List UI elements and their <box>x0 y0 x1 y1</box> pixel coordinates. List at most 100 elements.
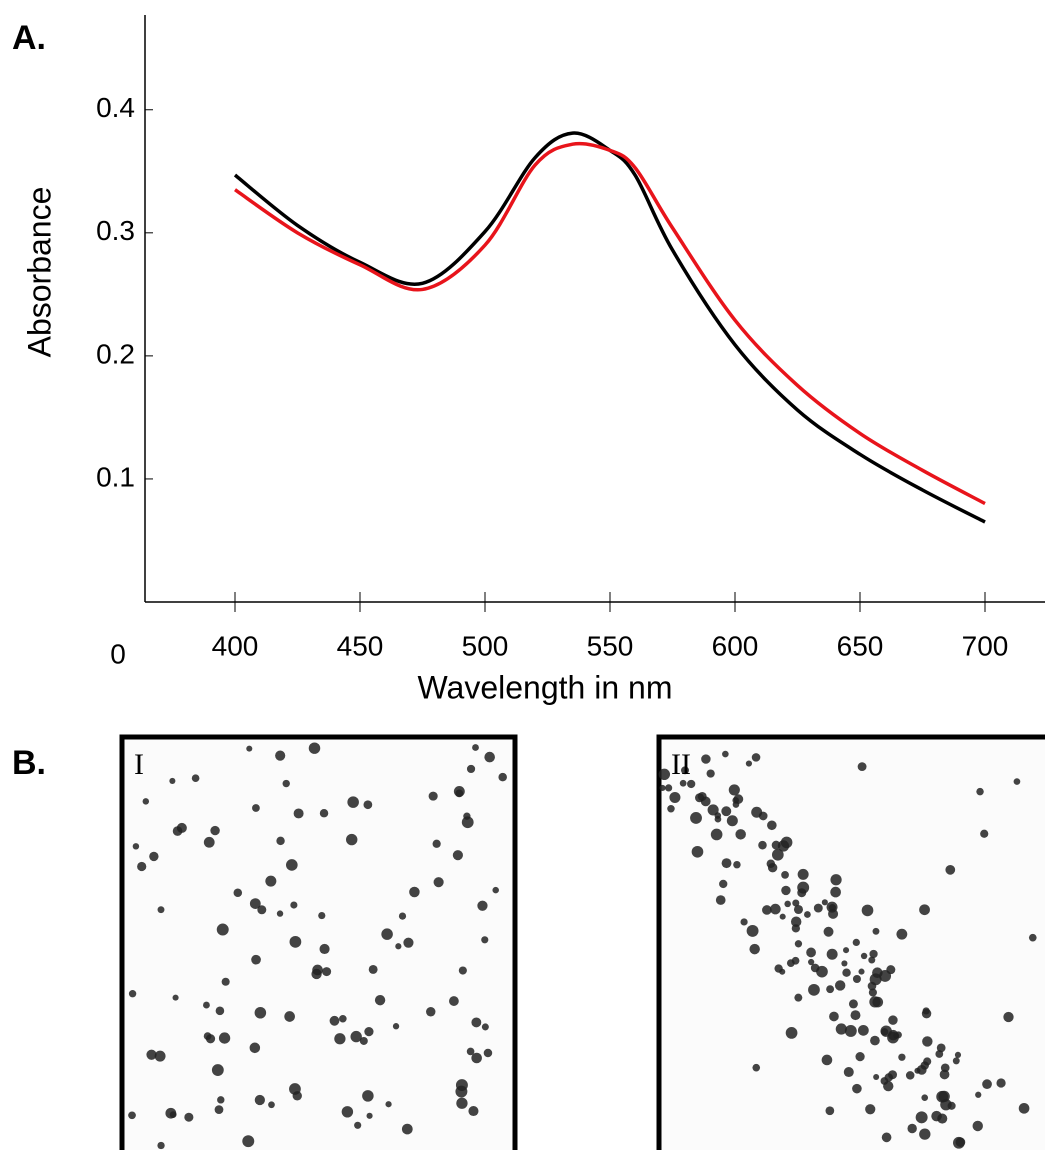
particle <box>945 864 956 875</box>
particle <box>215 1006 225 1016</box>
particle <box>780 836 793 849</box>
micrograph-label: II <box>671 748 691 781</box>
particle <box>922 1036 933 1047</box>
particle <box>808 958 815 966</box>
particle <box>914 1067 921 1074</box>
particle <box>791 956 800 965</box>
particle <box>471 1017 482 1028</box>
particle <box>855 1051 865 1062</box>
particle <box>659 784 666 791</box>
particle <box>251 954 261 965</box>
particle <box>364 1026 374 1037</box>
particle <box>896 928 908 940</box>
particle <box>749 943 760 955</box>
particle <box>923 1057 932 1066</box>
particle <box>774 964 783 973</box>
particle <box>346 833 358 846</box>
particle <box>873 1074 880 1081</box>
particle <box>852 938 860 947</box>
panel-label: B. <box>12 744 46 782</box>
y-axis-label: Absorbance <box>21 187 57 358</box>
particle <box>952 1057 960 1065</box>
particle <box>726 815 738 827</box>
particle <box>830 874 842 886</box>
particle <box>695 793 705 803</box>
particle <box>976 787 984 796</box>
particle <box>861 904 874 917</box>
particle <box>398 912 407 920</box>
particle <box>368 965 378 974</box>
particle <box>472 744 479 751</box>
particle <box>792 899 800 907</box>
particle <box>745 760 753 767</box>
particle <box>869 996 881 1008</box>
particle <box>781 870 789 879</box>
particle <box>276 836 285 846</box>
particle <box>888 1070 898 1080</box>
particle <box>455 1079 468 1092</box>
particle <box>347 796 359 808</box>
particle <box>132 843 140 850</box>
x-axis-label: Wavelength in nm <box>418 669 673 705</box>
particle <box>762 905 772 915</box>
particle <box>468 1105 479 1117</box>
particle <box>203 1001 210 1009</box>
particle <box>293 808 304 819</box>
particle <box>252 804 260 812</box>
particle <box>825 1106 835 1116</box>
particle <box>362 1090 374 1102</box>
particle <box>816 965 828 978</box>
particle <box>254 1094 265 1106</box>
particle <box>137 861 147 872</box>
particle <box>829 1011 839 1022</box>
particle <box>733 860 741 869</box>
particle <box>282 779 290 788</box>
particle <box>665 784 673 792</box>
particle <box>870 1035 880 1046</box>
particle <box>721 806 732 817</box>
particle <box>329 1015 340 1026</box>
particle <box>939 1069 950 1080</box>
particle <box>359 1036 368 1045</box>
micrographs: I II <box>119 734 1045 1150</box>
particle <box>403 937 414 948</box>
particle <box>857 762 867 772</box>
particle <box>919 1128 931 1140</box>
particle <box>905 1071 915 1080</box>
particle <box>484 751 495 763</box>
x-tick-label: 650 <box>837 630 884 661</box>
particle <box>881 1132 892 1143</box>
particle <box>257 905 267 915</box>
particle <box>466 764 476 774</box>
particle <box>794 993 803 1002</box>
particle <box>203 1032 212 1041</box>
particle <box>242 1135 255 1148</box>
particle <box>813 903 823 913</box>
particle <box>169 777 176 784</box>
particle <box>858 968 865 975</box>
particle <box>498 772 507 782</box>
particle <box>852 1083 862 1094</box>
particle <box>354 1121 362 1129</box>
particle <box>217 1096 225 1104</box>
particle <box>980 829 989 838</box>
particle <box>428 791 438 801</box>
particle <box>872 927 880 935</box>
particle <box>823 926 834 937</box>
particle <box>785 1027 798 1039</box>
particle <box>165 1107 177 1119</box>
particle <box>740 918 748 926</box>
particle <box>395 943 402 950</box>
particle <box>921 1094 929 1102</box>
particle <box>793 904 804 915</box>
panel-label: A. <box>12 19 46 57</box>
y-tick-label: 0.1 <box>96 461 135 492</box>
particle <box>157 1141 165 1150</box>
particle <box>982 1079 992 1089</box>
particle <box>426 1007 436 1017</box>
particle <box>728 784 740 796</box>
particle <box>1018 1103 1030 1114</box>
particle <box>687 779 696 789</box>
particle <box>142 798 150 805</box>
